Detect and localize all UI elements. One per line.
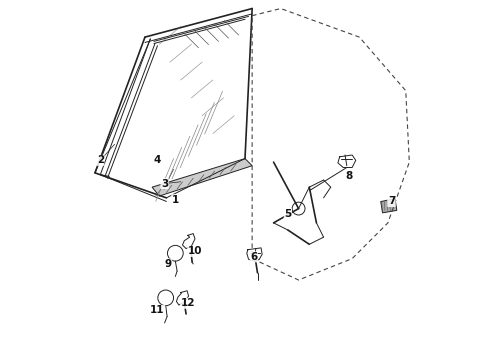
- Text: 6: 6: [250, 252, 258, 262]
- Text: 8: 8: [345, 171, 352, 181]
- Text: 12: 12: [181, 298, 195, 308]
- Text: 5: 5: [284, 209, 292, 219]
- Text: 4: 4: [154, 156, 161, 165]
- Text: 9: 9: [165, 259, 172, 269]
- Polygon shape: [381, 199, 397, 213]
- Text: 7: 7: [388, 197, 395, 206]
- Text: 3: 3: [161, 179, 168, 189]
- Polygon shape: [152, 158, 252, 196]
- Text: 11: 11: [150, 305, 165, 315]
- Text: 10: 10: [188, 247, 202, 256]
- Text: 1: 1: [172, 195, 179, 204]
- Text: 2: 2: [97, 156, 104, 165]
